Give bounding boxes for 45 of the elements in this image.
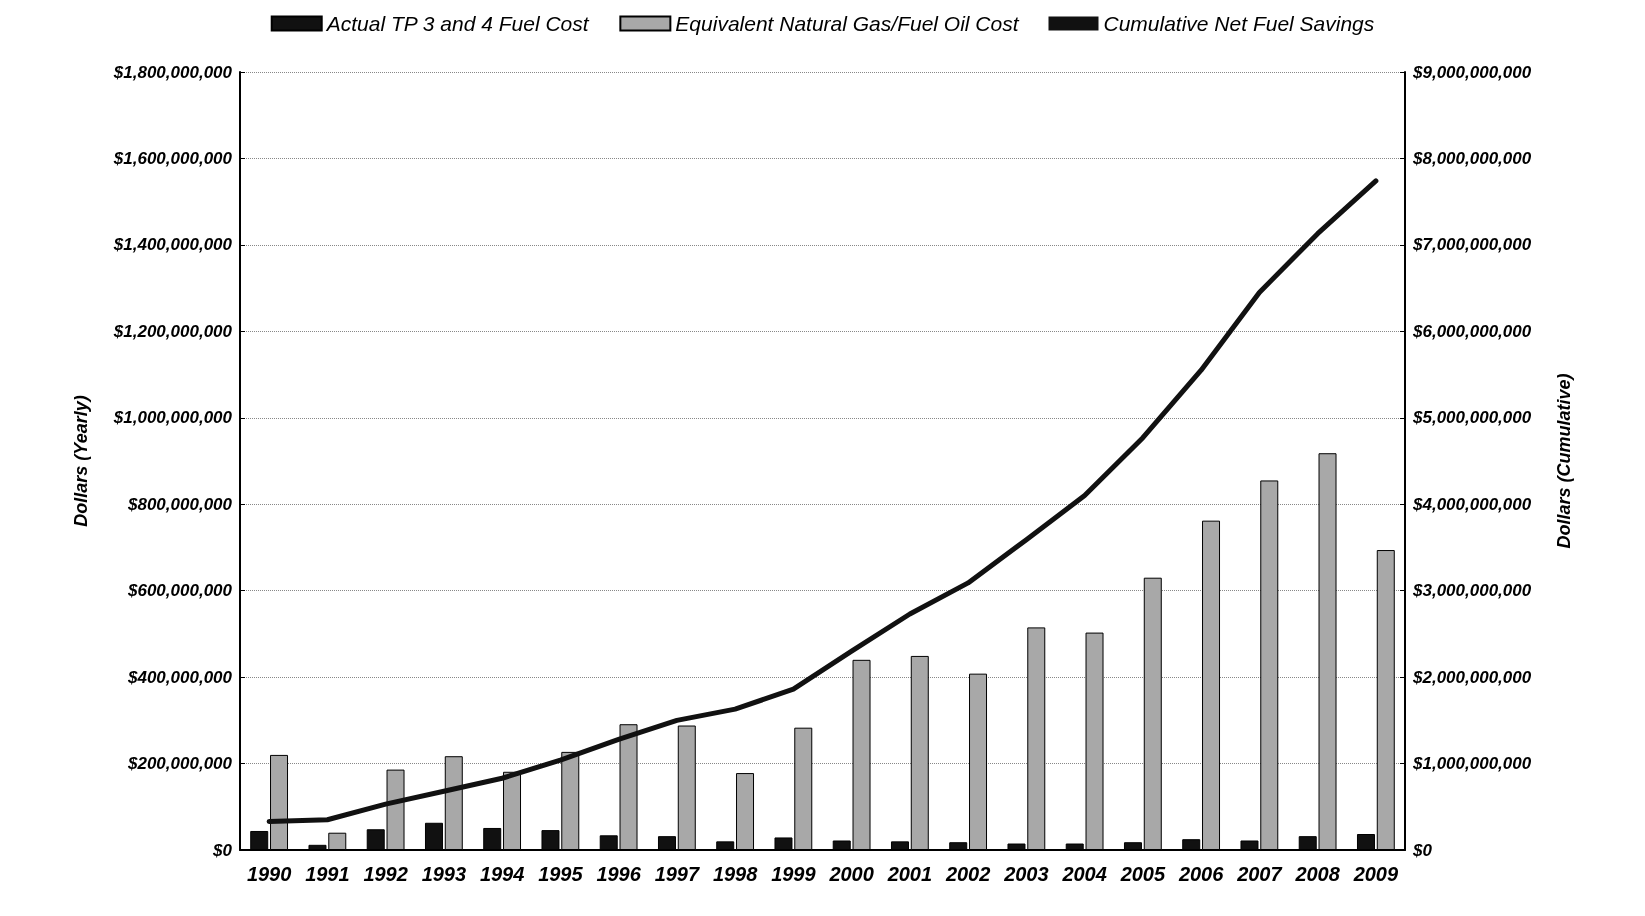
x-tick-label: 2003 [1003, 863, 1049, 885]
y-tick-label: $1,400,000,000 [112, 235, 233, 255]
y2-tick-label: $4,000,000,000 [1412, 494, 1532, 514]
x-tick-label: 2001 [886, 863, 933, 885]
y2-tick-label: $0 [1412, 840, 1433, 860]
x-tick-label: 1999 [771, 863, 817, 885]
x-tick-label: 1993 [421, 863, 467, 885]
x-tick-label: 2005 [1119, 863, 1166, 885]
y2-tick-label: $2,000,000,000 [1412, 667, 1532, 687]
y-axis-title: Dollars (Yearly) [71, 395, 91, 527]
x-tick-label: 1992 [363, 863, 408, 885]
x-tick-label: 1991 [305, 863, 350, 885]
x-tick-label: 1997 [654, 863, 700, 885]
y2-tick-label: $9,000,000,000 [1412, 62, 1532, 82]
y-tick-label: $600,000,000 [127, 581, 233, 601]
x-tick-label: 2006 [1177, 863, 1225, 885]
y-tick-label: $800,000,000 [127, 494, 233, 514]
y2-tick-label: $6,000,000,000 [1412, 321, 1532, 341]
x-tick-label: 1995 [538, 863, 584, 885]
legend-label: Equivalent Natural Gas/Fuel Oil Cost [675, 12, 1020, 35]
x-tick-label: 2009 [1352, 863, 1399, 885]
y2-tick-label: $3,000,000,000 [1412, 581, 1532, 601]
y-tick-label: $1,600,000,000 [112, 148, 233, 168]
x-tick-label: 1994 [479, 863, 525, 885]
y-tick-label: $400,000,000 [127, 667, 233, 687]
y-tick-label: $1,000,000,000 [112, 408, 233, 428]
y2-tick-label: $1,000,000,000 [1412, 754, 1532, 774]
x-tick-label: 2008 [1294, 863, 1341, 885]
y-tick-label: $1,200,000,000 [112, 321, 233, 341]
y2-tick-label: $8,000,000,000 [1412, 148, 1532, 168]
x-tick-label: 2004 [1061, 863, 1107, 885]
y-tick-label: $1,800,000,000 [112, 62, 233, 82]
x-tick-label: 1990 [246, 863, 292, 885]
x-tick-label: 2000 [828, 863, 874, 885]
x-tick-label: 2007 [1236, 863, 1283, 885]
x-tick-label: 1998 [712, 863, 759, 885]
x-tick-label: 1996 [596, 863, 642, 885]
y2-tick-label: $7,000,000,000 [1412, 235, 1532, 255]
legend-label: Cumulative Net Fuel Savings [1103, 12, 1375, 35]
y-tick-label: $0 [212, 840, 233, 860]
y-tick-label: $200,000,000 [127, 754, 233, 774]
y2-axis-title: Dollars (Cumulative) [1554, 373, 1574, 549]
x-tick-label: 2002 [944, 863, 991, 885]
legend-label: Actual TP 3 and 4 Fuel Cost [324, 12, 590, 35]
y2-tick-label: $5,000,000,000 [1412, 408, 1532, 428]
